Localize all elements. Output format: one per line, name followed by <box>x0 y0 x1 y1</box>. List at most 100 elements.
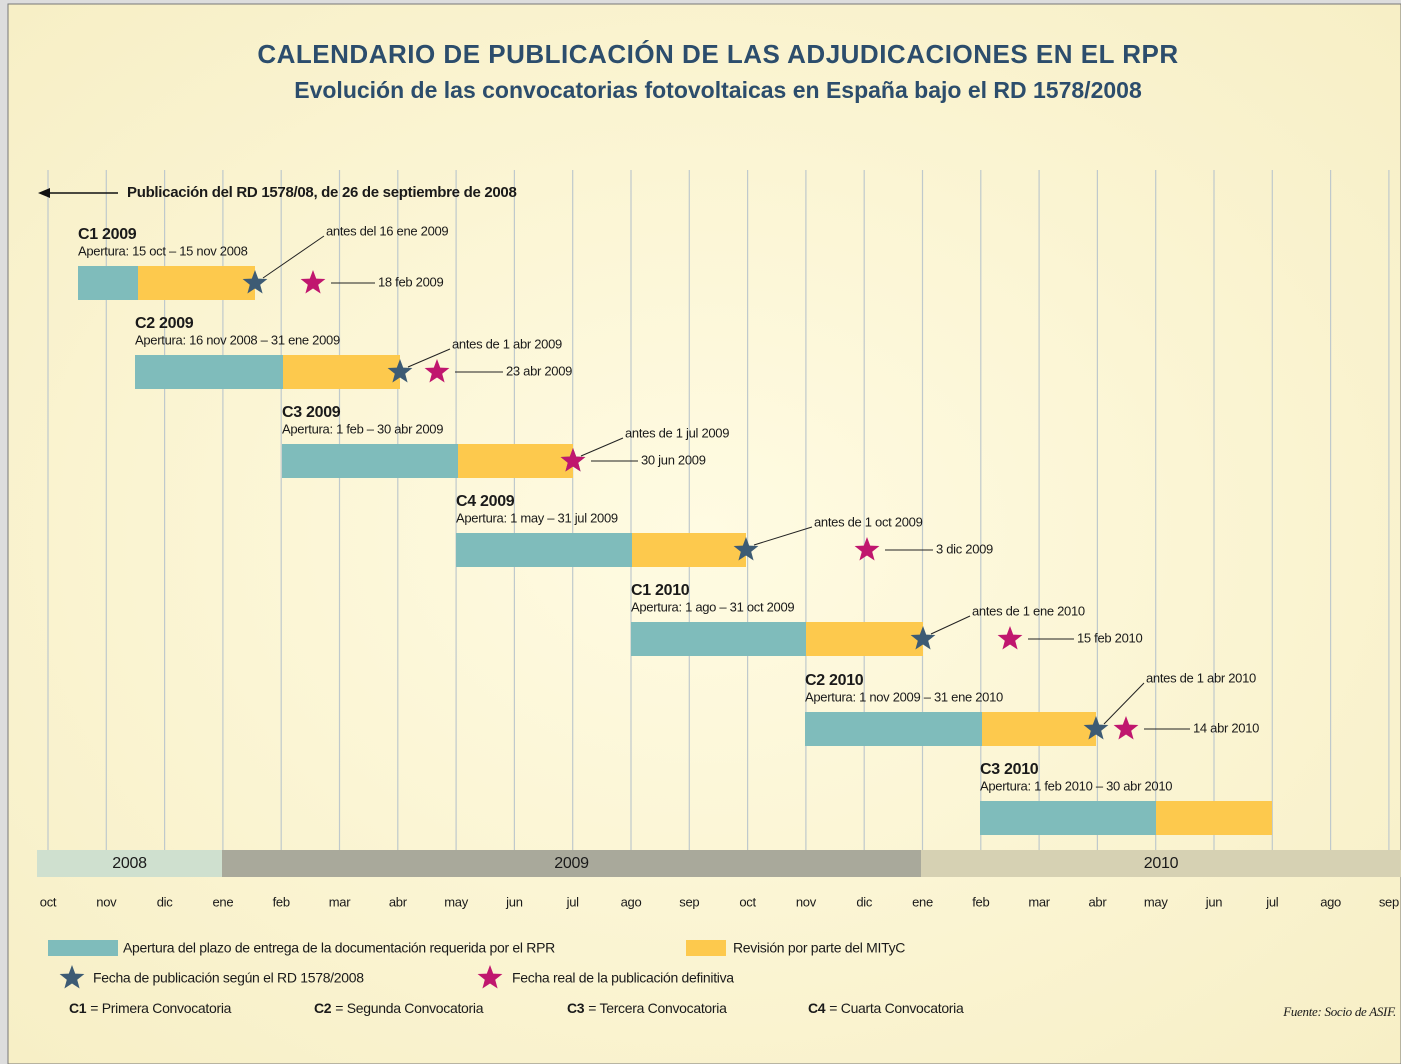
month-label: oct <box>40 894 57 909</box>
open-bar <box>805 712 982 746</box>
month-label: mar <box>329 894 351 909</box>
legend-actual: Fecha real de la publicación definitiva <box>512 970 734 986</box>
leader-line <box>262 235 325 279</box>
actual-date: 15 feb 2010 <box>1077 630 1142 645</box>
definition-text: = Primera Convocatoria <box>90 1000 231 1016</box>
planned-date: antes de 1 jul 2009 <box>625 425 729 440</box>
call-apertura: Apertura: 16 nov 2008 – 31 ene 2009 <box>135 332 340 347</box>
month-label: feb <box>273 894 290 909</box>
leader-line <box>930 615 971 635</box>
leader-line <box>580 437 624 457</box>
month-label: ene <box>213 894 234 909</box>
leader-line <box>407 348 451 368</box>
year-label: 2009 <box>554 855 589 872</box>
actual-date: 23 abr 2009 <box>506 363 572 378</box>
call-name: C3 2010 <box>980 761 1039 778</box>
open-bar <box>78 266 138 300</box>
call-name: C2 2010 <box>805 672 864 689</box>
month-label: may <box>444 894 468 909</box>
star <box>854 537 880 561</box>
planned-date: antes de 1 abr 2009 <box>452 336 562 351</box>
definition-text: = Cuarta Convocatoria <box>829 1000 964 1016</box>
definition-code: C3 <box>567 1000 585 1016</box>
definition: C1 = Primera Convocatoria <box>69 1000 232 1016</box>
month-label: jul <box>1265 894 1279 909</box>
rd-note: Publicación del RD 1578/08, de 26 de sep… <box>127 184 517 201</box>
definition-code: C2 <box>314 1000 332 1016</box>
legend-open-swatch <box>48 940 118 956</box>
definition-code: C4 <box>808 1000 826 1016</box>
star <box>560 448 586 472</box>
actual-date: 18 feb 2009 <box>378 274 443 289</box>
definition-text: = Tercera Convocatoria <box>588 1000 727 1016</box>
call-apertura: Apertura: 1 ago – 31 oct 2009 <box>631 599 794 614</box>
month-label: sep <box>1379 894 1399 909</box>
month-label: jun <box>1205 894 1223 909</box>
call-apertura: Apertura: 1 feb – 30 abr 2009 <box>282 421 443 436</box>
leader-line <box>1103 682 1145 725</box>
star <box>910 626 936 650</box>
review-bar <box>1156 801 1272 835</box>
year-label: 2008 <box>112 855 147 872</box>
actual-date: 3 dic 2009 <box>936 541 993 556</box>
title: CALENDARIO DE PUBLICACIÓN DE LAS ADJUDIC… <box>257 39 1178 69</box>
call-name: C2 2009 <box>135 315 194 332</box>
leader-line <box>753 526 813 546</box>
review-bar <box>982 712 1096 746</box>
month-label: ene <box>912 894 933 909</box>
review-bar <box>283 355 400 389</box>
timeline: oct nov dic ene feb mar abr may jun jul ago sep oct n… <box>37 170 1401 1019</box>
month-label: oct <box>739 894 756 909</box>
year-band <box>37 850 222 877</box>
month-label: dic <box>856 894 873 909</box>
planned-date: antes de 1 oct 2009 <box>814 514 923 529</box>
definition-text: = Segunda Convocatoria <box>335 1000 483 1016</box>
actual-date: 14 abr 2010 <box>1193 720 1259 735</box>
open-bar <box>135 355 283 389</box>
year-band <box>222 850 921 877</box>
review-bar <box>632 533 746 567</box>
planned-date: antes del 16 ene 2009 <box>326 223 448 238</box>
call-name: C3 2009 <box>282 404 341 421</box>
call-name: C1 2010 <box>631 582 690 599</box>
month-label: dic <box>157 894 174 909</box>
open-bar <box>456 533 632 567</box>
call-apertura: Apertura: 1 may – 31 jul 2009 <box>456 510 618 525</box>
review-bar <box>806 622 923 656</box>
definition: C3 = Tercera Convocatoria <box>567 1000 727 1016</box>
call-apertura: Apertura: 15 oct – 15 nov 2008 <box>78 243 248 258</box>
month-label: abr <box>389 894 408 909</box>
open-bar <box>631 622 806 656</box>
open-bar <box>980 801 1156 835</box>
open-bar <box>282 444 458 478</box>
subtitle: Evolución de las convocatorias fotovolta… <box>294 77 1142 103</box>
month-label: jul <box>566 894 580 909</box>
month-label: nov <box>96 894 117 909</box>
star <box>242 270 268 294</box>
arrow-head <box>38 188 50 198</box>
star <box>997 626 1023 650</box>
call-apertura: Apertura: 1 nov 2009 – 31 ene 2010 <box>805 689 1003 704</box>
year-label: 2010 <box>1144 855 1179 872</box>
star <box>1113 716 1139 740</box>
year-band <box>921 850 1401 877</box>
call-name: C1 2009 <box>78 226 137 243</box>
actual-date: 30 jun 2009 <box>641 452 706 467</box>
month-label: jun <box>505 894 523 909</box>
legend-planned: Fecha de publicación según el RD 1578/20… <box>93 970 364 986</box>
legend-review: Revisión por parte del MITyC <box>733 940 905 956</box>
source: Fuente: Socio de ASIF. <box>1282 1004 1396 1019</box>
month-label: sep <box>679 894 699 909</box>
legend-open: Apertura del plazo de entrega de la docu… <box>123 940 555 956</box>
definition: C2 = Segunda Convocatoria <box>314 1000 484 1016</box>
planned-date: antes de 1 ene 2010 <box>972 603 1085 618</box>
month-label: mar <box>1028 894 1050 909</box>
month-label: may <box>1144 894 1168 909</box>
star <box>477 965 503 989</box>
star <box>387 359 413 383</box>
star <box>424 359 450 383</box>
star <box>59 965 85 989</box>
review-bar <box>458 444 573 478</box>
month-label: ago <box>1320 894 1341 909</box>
